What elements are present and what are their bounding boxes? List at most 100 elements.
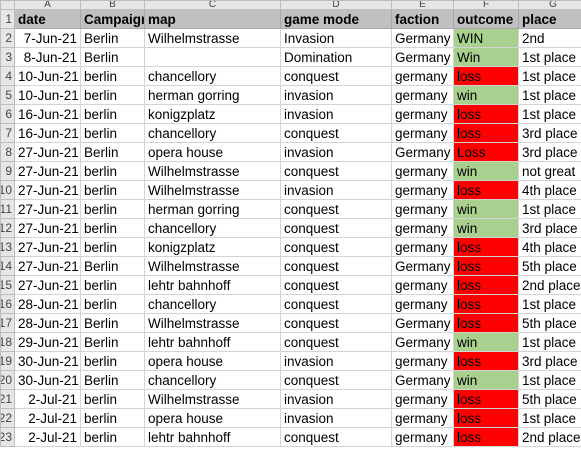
cell-date[interactable]: 27-Jun-21 bbox=[14, 218, 81, 238]
cell-map[interactable]: opera house bbox=[144, 142, 281, 162]
cell-date[interactable]: 27-Jun-21 bbox=[14, 180, 81, 200]
cell-campaign[interactable]: berlin bbox=[80, 123, 145, 143]
cell-date[interactable]: 2-Jul-21 bbox=[14, 427, 81, 447]
cell-map[interactable]: chancellory bbox=[144, 370, 281, 390]
cell-place[interactable]: 1st place bbox=[518, 408, 581, 428]
row-number[interactable]: 12 bbox=[0, 218, 15, 238]
cell-game-mode[interactable]: conquest bbox=[280, 370, 392, 390]
cell-faction[interactable]: germany bbox=[391, 180, 454, 200]
cell-faction[interactable]: germany bbox=[391, 85, 454, 105]
cell-place[interactable]: 1st place bbox=[518, 85, 581, 105]
cell-faction[interactable]: germany bbox=[391, 66, 454, 86]
cell-outcome[interactable]: Win bbox=[453, 47, 519, 67]
row-number[interactable]: 18 bbox=[0, 332, 15, 352]
cell-campaign[interactable]: Berlin bbox=[80, 142, 145, 162]
cell-map[interactable]: Wilhelmstrasse bbox=[144, 389, 281, 409]
cell-place[interactable]: 1st place bbox=[518, 104, 581, 124]
cell-faction[interactable]: germany bbox=[391, 389, 454, 409]
cell-map[interactable]: Wilhelmstrasse bbox=[144, 180, 281, 200]
row-number[interactable]: 9 bbox=[0, 161, 15, 181]
cell-place[interactable]: 4th place bbox=[518, 237, 581, 257]
column-header-f[interactable]: F bbox=[453, 0, 519, 10]
cell-date[interactable]: 30-Jun-21 bbox=[14, 370, 81, 390]
row-number[interactable]: 3 bbox=[0, 47, 15, 67]
cell-game-mode[interactable]: conquest bbox=[280, 332, 392, 352]
cell-outcome[interactable]: loss bbox=[453, 66, 519, 86]
cell-game-mode[interactable]: conquest bbox=[280, 294, 392, 314]
cell-outcome[interactable]: win bbox=[453, 332, 519, 352]
cell-game-mode[interactable]: invasion bbox=[280, 408, 392, 428]
cell-campaign[interactable]: berlin bbox=[80, 161, 145, 181]
cell-faction[interactable]: germany bbox=[391, 351, 454, 371]
cell-map[interactable]: lehtr bahnhoff bbox=[144, 332, 281, 352]
cell-outcome[interactable]: loss bbox=[453, 275, 519, 295]
cell-faction[interactable]: germany bbox=[391, 161, 454, 181]
header-cell-date[interactable]: date bbox=[14, 9, 81, 29]
cell-map[interactable]: konigzplatz bbox=[144, 237, 281, 257]
cell-faction[interactable]: Germany bbox=[391, 370, 454, 390]
cell-game-mode[interactable]: conquest bbox=[280, 199, 392, 219]
header-cell-place[interactable]: place bbox=[518, 9, 581, 29]
cell-campaign[interactable]: berlin bbox=[80, 180, 145, 200]
cell-campaign[interactable]: berlin bbox=[80, 389, 145, 409]
row-number[interactable]: 1 bbox=[0, 9, 15, 29]
row-number[interactable]: 15 bbox=[0, 275, 15, 295]
cell-place[interactable]: 3rd place bbox=[518, 142, 581, 162]
row-number[interactable]: 16 bbox=[0, 294, 15, 314]
cell-game-mode[interactable]: conquest bbox=[280, 427, 392, 447]
cell-game-mode[interactable]: invasion bbox=[280, 180, 392, 200]
header-cell-map[interactable]: map bbox=[144, 9, 281, 29]
cell-outcome[interactable]: win bbox=[453, 161, 519, 181]
cell-faction[interactable]: Germany bbox=[391, 332, 454, 352]
cell-map[interactable]: Wilhelmstrasse bbox=[144, 313, 281, 333]
cell-date[interactable]: 8-Jun-21 bbox=[14, 47, 81, 67]
cell-date[interactable]: 30-Jun-21 bbox=[14, 351, 81, 371]
cell-date[interactable]: 29-Jun-21 bbox=[14, 332, 81, 352]
cell-game-mode[interactable]: conquest bbox=[280, 313, 392, 333]
cell-campaign[interactable]: berlin bbox=[80, 351, 145, 371]
row-number[interactable]: 23 bbox=[0, 427, 15, 447]
row-number[interactable]: 6 bbox=[0, 104, 15, 124]
cell-game-mode[interactable]: invasion bbox=[280, 85, 392, 105]
cell-game-mode[interactable]: Invasion bbox=[280, 28, 392, 48]
cell-game-mode[interactable]: invasion bbox=[280, 351, 392, 371]
cell-outcome[interactable]: loss bbox=[453, 104, 519, 124]
cell-faction[interactable]: germany bbox=[391, 294, 454, 314]
cell-place[interactable]: 1st place bbox=[518, 47, 581, 67]
cell-campaign[interactable]: berlin bbox=[80, 275, 145, 295]
cell-place[interactable]: 1st place bbox=[518, 332, 581, 352]
cell-faction[interactable]: Germany bbox=[391, 28, 454, 48]
cell-map[interactable] bbox=[144, 47, 281, 67]
cell-place[interactable]: 1st place bbox=[518, 66, 581, 86]
cell-date[interactable]: 27-Jun-21 bbox=[14, 256, 81, 276]
cell-date[interactable]: 27-Jun-21 bbox=[14, 142, 81, 162]
cell-campaign[interactable]: berlin bbox=[80, 237, 145, 257]
cell-faction[interactable]: germany bbox=[391, 427, 454, 447]
cell-campaign[interactable]: Berlin bbox=[80, 332, 145, 352]
cell-outcome[interactable]: WIN bbox=[453, 28, 519, 48]
row-number[interactable]: 11 bbox=[0, 199, 15, 219]
select-all-corner[interactable] bbox=[0, 0, 15, 10]
cell-outcome[interactable]: loss bbox=[453, 180, 519, 200]
cell-outcome[interactable]: loss bbox=[453, 237, 519, 257]
cell-place[interactable]: 5th place bbox=[518, 389, 581, 409]
cell-outcome[interactable]: loss bbox=[453, 389, 519, 409]
cell-game-mode[interactable]: conquest bbox=[280, 66, 392, 86]
cell-outcome[interactable]: loss bbox=[453, 294, 519, 314]
row-number[interactable]: 19 bbox=[0, 351, 15, 371]
cell-campaign[interactable]: berlin bbox=[80, 199, 145, 219]
cell-campaign[interactable]: berlin bbox=[80, 427, 145, 447]
cell-place[interactable]: 1st place bbox=[518, 294, 581, 314]
cell-outcome[interactable]: Loss bbox=[453, 142, 519, 162]
cell-outcome[interactable]: loss bbox=[453, 123, 519, 143]
cell-campaign[interactable]: berlin bbox=[80, 85, 145, 105]
cell-map[interactable]: herman gorring bbox=[144, 199, 281, 219]
row-number[interactable]: 2 bbox=[0, 28, 15, 48]
cell-place[interactable]: 2nd place bbox=[518, 275, 581, 295]
row-number[interactable]: 17 bbox=[0, 313, 15, 333]
cell-date[interactable]: 27-Jun-21 bbox=[14, 275, 81, 295]
cell-map[interactable]: chancellory bbox=[144, 294, 281, 314]
cell-outcome[interactable]: loss bbox=[453, 351, 519, 371]
row-number[interactable]: 4 bbox=[0, 66, 15, 86]
cell-map[interactable]: chancellory bbox=[144, 218, 281, 238]
